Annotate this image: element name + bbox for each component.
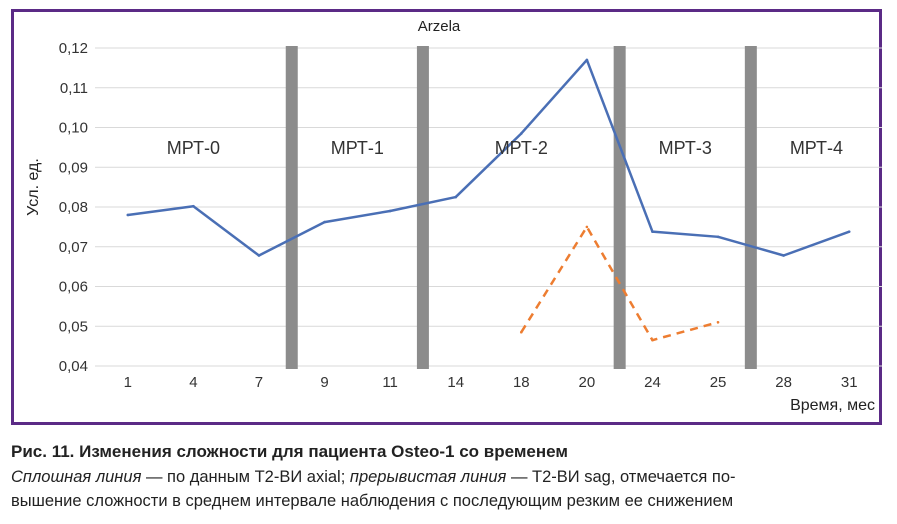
mri-divider-bar [613,46,626,369]
y-tick-label: 0,11 [60,80,88,97]
series-dashed-line [520,225,719,342]
x-tick-label: 1 [124,374,132,391]
x-tick-label: 14 [447,374,464,391]
chart-title: Arzela [418,18,461,35]
axis-labels: 0,040,050,060,070,080,090,100,110,121 4 7 9… [59,40,858,391]
caption-dashed-line-term: прерывистая линия [349,468,507,486]
figure-caption-text: Сплошная линия — по данным T2-ВИ axial; … [11,465,887,513]
x-tick-label: 4 [189,374,197,391]
solid-data-point [454,195,458,199]
solid-data-point [126,213,130,217]
y-tick-label: 0,06 [59,279,88,296]
x-tick-label: 31 [841,374,858,391]
x-tick-label: 9 [320,374,328,391]
x-tick-label: 25 [710,374,727,391]
caption-text-a: — по данным T2-ВИ axial; [141,468,350,486]
x-tick-label: 28 [775,374,792,391]
mri-period-label: МРТ-0 [167,138,220,158]
series-lines [126,58,851,342]
caption-solid-line-term: Сплошная линия [11,468,142,486]
solid-data-point [388,209,392,213]
solid-data-point [519,132,523,135]
mri-divider-bar [744,46,757,369]
x-tick-label: 20 [579,374,596,391]
dashed-data-point [519,330,523,334]
y-tick-label: 0,08 [59,199,88,216]
mri-period-label: МРТ-1 [331,138,384,158]
caption-line-2: вышение сложности в среднем интервале на… [11,492,734,510]
y-axis-label: Усл. ед. [25,158,42,216]
mri-period-label: МРТ-3 [659,138,712,158]
solid-data-point [585,58,589,62]
solid-data-point [651,230,654,233]
y-tick-label: 0,07 [59,239,88,256]
solid-data-point [716,235,720,239]
y-tick-label: 0,12 [59,40,88,57]
gridlines [95,47,882,367]
y-tick-label: 0,05 [59,318,88,335]
solid-data-point [257,254,261,257]
x-tick-label: 11 [382,374,398,391]
dashed-data-point [716,320,720,324]
series-solid-line [127,58,850,257]
mri-divider-bar [416,46,429,369]
mri-period-label: МРТ-2 [495,138,548,158]
dashed-data-point [585,225,589,229]
y-tick-label: 0,09 [59,159,88,176]
figure-caption-title: Рис. 11. Изменения сложности для пациент… [11,442,568,461]
chart-frame [11,9,882,425]
mri-period-label: МРТ-4 [790,138,843,158]
solid-data-point [192,204,195,208]
chart: 0,040,050,060,070,080,090,100,110,121 4 7 9… [25,18,882,414]
y-tick-label: 0,10 [59,120,88,137]
mri-divider-bar [285,46,298,369]
mri-dividers [285,46,757,369]
solid-data-point [323,220,326,224]
solid-data-point [782,254,785,257]
x-axis-label: Время, мес [790,397,875,414]
x-tick-label: 24 [644,374,661,391]
caption-text-b: — T2-ВИ sag, отмечается по- [506,468,736,486]
solid-data-point [847,230,851,233]
y-tick-label: 0,04 [59,358,88,375]
x-tick-label: 7 [255,374,263,391]
dashed-data-point [651,338,654,342]
x-tick-label: 18 [513,374,530,391]
